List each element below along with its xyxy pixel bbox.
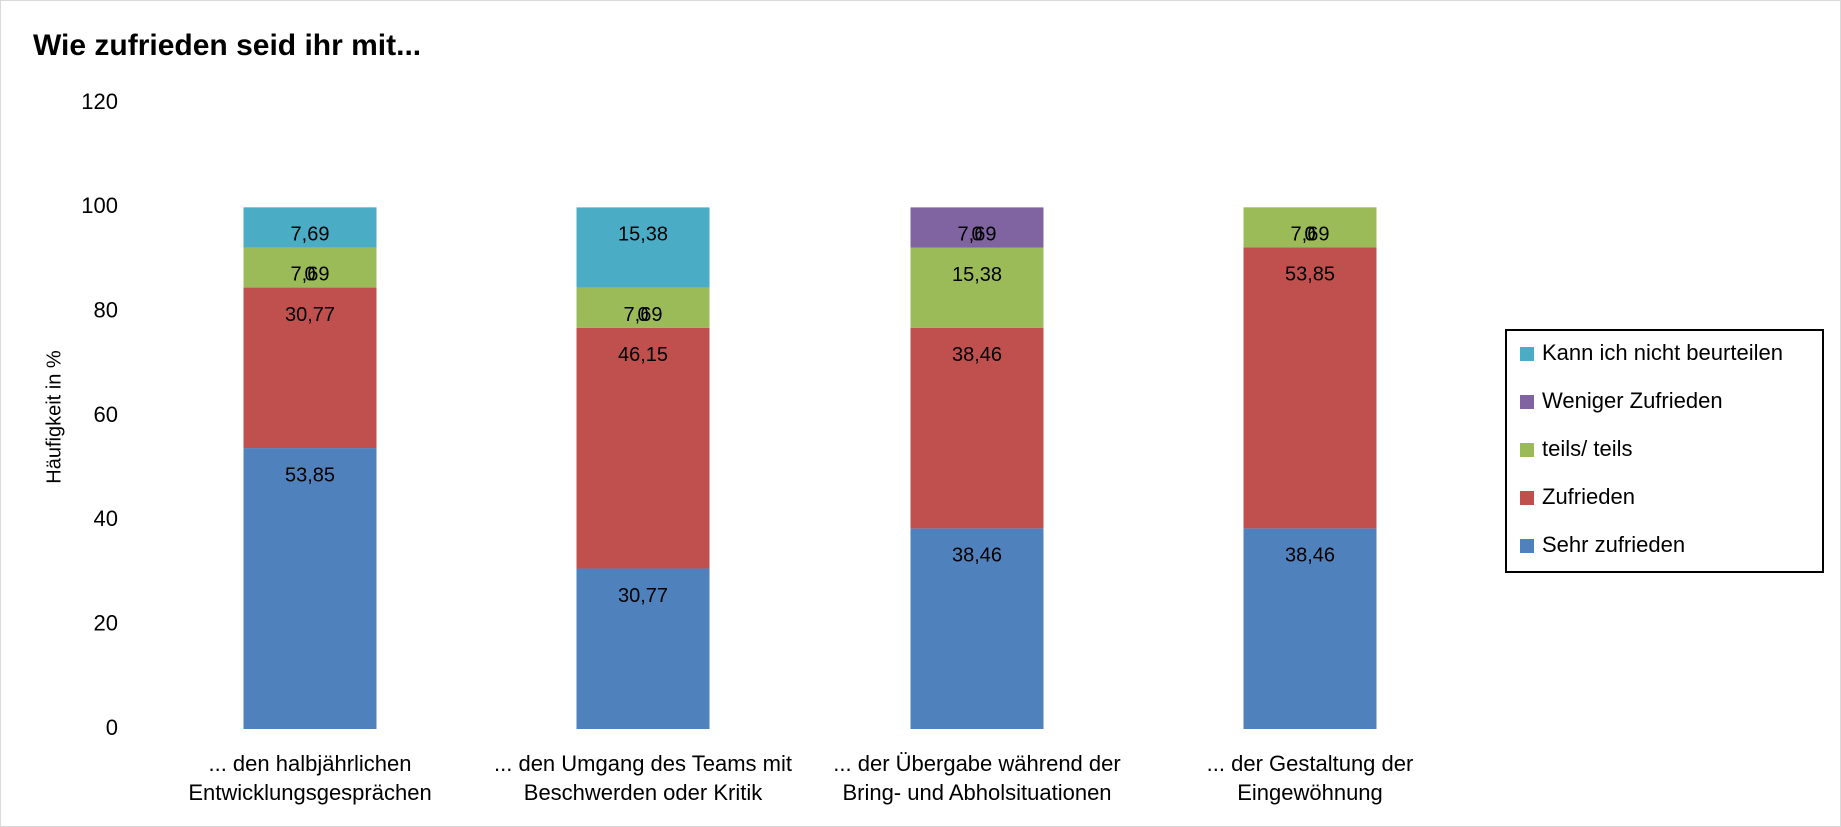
legend-swatch [1520, 491, 1534, 505]
data-label: 53,85 [1285, 264, 1335, 286]
legend-label: Sehr zufrieden [1542, 532, 1685, 557]
data-label: 30,77 [285, 304, 335, 326]
bar-segment [910, 327, 1044, 529]
data-label: 30,77 [618, 585, 668, 607]
legend-box [1505, 329, 1824, 573]
y-tick-label: 60 [94, 402, 118, 427]
data-label: 0 [1304, 224, 1315, 246]
y-tick-label: 20 [94, 610, 118, 635]
data-label: 15,38 [952, 264, 1002, 286]
x-tick-label: ... den halbjährlichen Entwicklungsgespr… [188, 751, 432, 805]
data-label: 7,69 [958, 224, 997, 246]
data-label: 7,69 [291, 264, 330, 286]
legend-label: Zufrieden [1542, 484, 1635, 509]
y-tick-label: 80 [94, 297, 118, 322]
bar-segment [243, 207, 377, 248]
bar-segment [243, 448, 377, 729]
bar-segment [576, 207, 710, 288]
data-label: 38,46 [952, 545, 1002, 567]
legend-swatch [1520, 443, 1534, 457]
data-label: 7,69 [291, 224, 330, 246]
bar-segment [910, 207, 1044, 248]
x-tick-label: ... der Gestaltung der Eingewöhnung [1206, 751, 1414, 805]
data-label: 15,38 [618, 224, 668, 246]
legend-label: Weniger Zufrieden [1542, 388, 1723, 413]
x-tick-label: ... den Umgang des Teams mit Beschwerden… [494, 751, 792, 805]
legend-label: Kann ich nicht beurteilen [1542, 340, 1783, 365]
bar-segment [910, 528, 1044, 729]
data-label: 7,69 [624, 304, 663, 326]
bar-segment [243, 247, 377, 288]
legend-swatch [1520, 347, 1534, 361]
data-label: 38,46 [952, 344, 1002, 366]
data-label: 46,15 [618, 344, 668, 366]
chart-title: Wie zufrieden seid ihr mit... [33, 29, 421, 62]
bar-segment [910, 247, 1044, 328]
bar-segment [1243, 207, 1377, 248]
bar-segment [576, 568, 710, 729]
y-axis-label: Häufigkeit in % [43, 350, 65, 484]
data-label: 7,69 [1291, 224, 1330, 246]
y-tick-label: 120 [81, 89, 118, 114]
data-label: 0 [971, 224, 982, 246]
data-label: 38,46 [1285, 545, 1335, 567]
bar-segment [243, 287, 377, 449]
legend-label: teils/ teils [1542, 436, 1632, 461]
data-label: 0 [1304, 224, 1315, 246]
bar-segment [576, 327, 710, 569]
x-tick-label: ... der Übergabe während der Bring- und … [833, 751, 1121, 805]
legend-swatch [1520, 395, 1534, 409]
y-tick-label: 40 [94, 506, 118, 531]
y-tick-label: 100 [81, 193, 118, 218]
bar-segment [1243, 528, 1377, 729]
data-label: 53,85 [285, 464, 335, 486]
bar-segment [1243, 247, 1377, 529]
bar-segment [576, 287, 710, 328]
data-label: 0 [637, 304, 648, 326]
legend-swatch [1520, 539, 1534, 553]
data-label: 0 [304, 264, 315, 286]
y-tick-label: 0 [106, 715, 118, 740]
